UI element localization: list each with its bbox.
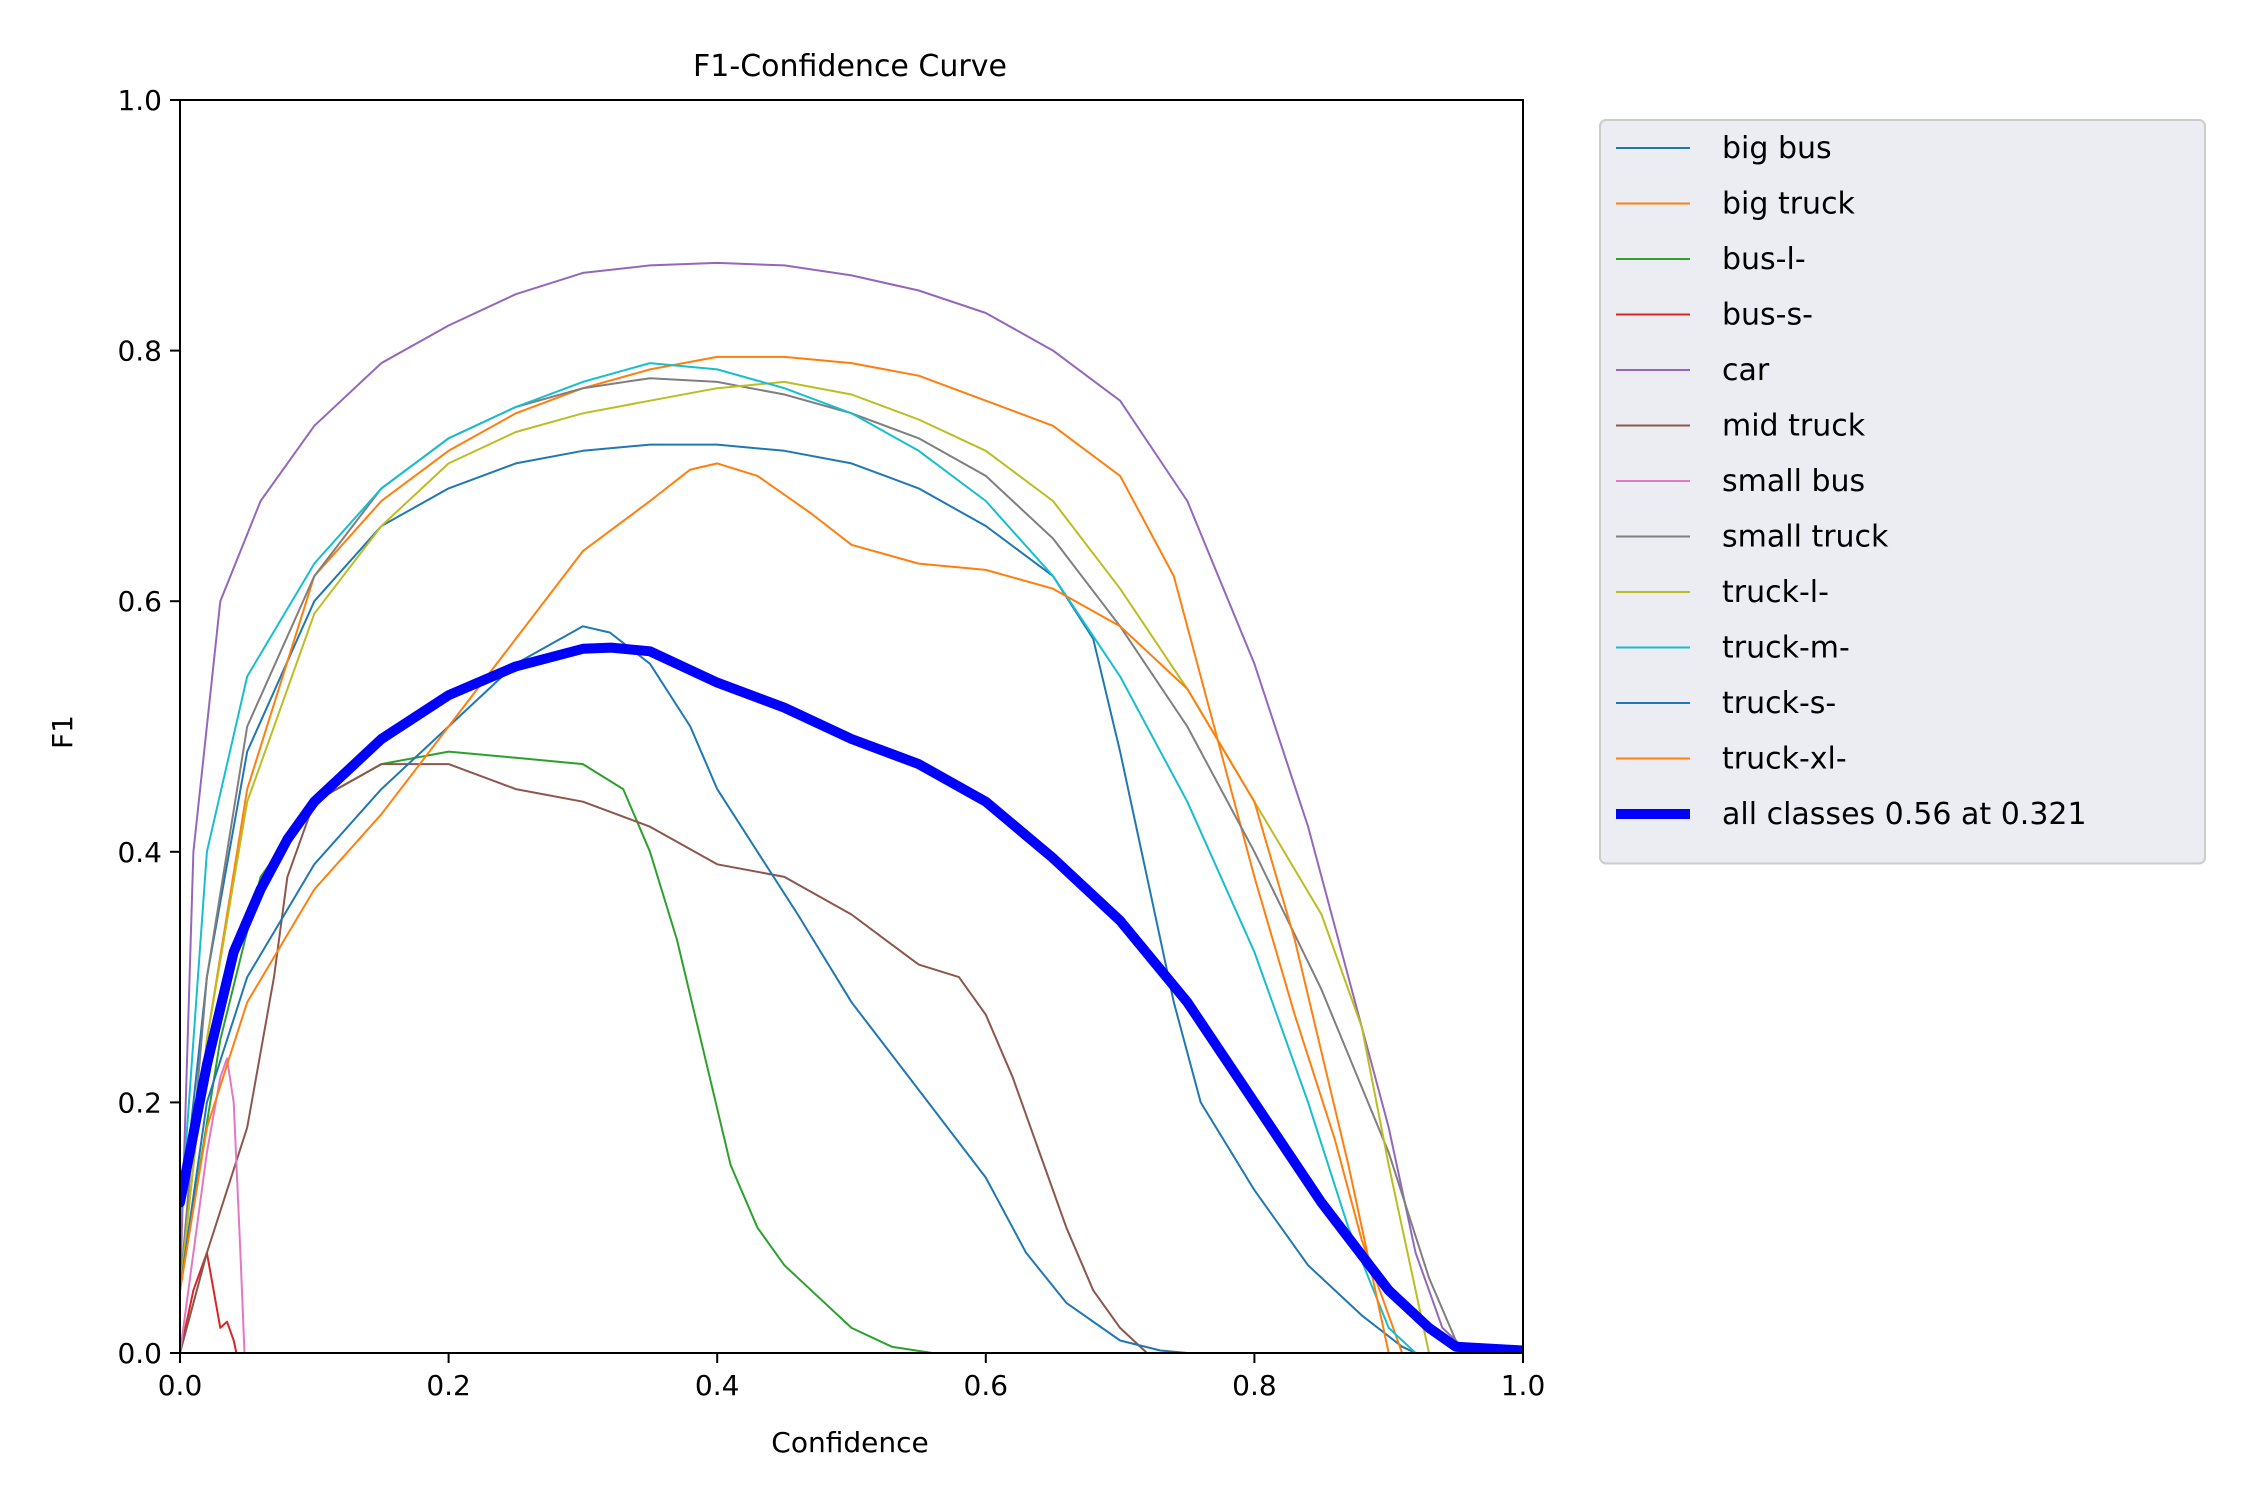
series-line-3 — [180, 1251, 238, 1353]
x-tick-label: 0.6 — [964, 1369, 1009, 1402]
y-tick-label: 0.6 — [117, 585, 162, 618]
legend: big bus big truck bus-l-bus-s-car mid truck… — [1599, 119, 2206, 865]
series-line-10 — [180, 625, 1189, 1353]
series-line-1 — [180, 355, 1404, 1353]
series-line-8 — [180, 380, 1430, 1353]
series-line-9 — [180, 362, 1417, 1353]
plot-area: 0.0 0.2 0.4 0.6 0.8 1.0 0.0 0.2 0.4 0.6 0.8 1.0 — [117, 84, 1545, 1402]
y-axis-label: F1 — [46, 715, 79, 749]
series-line-12 — [180, 642, 1523, 1353]
legend-label: small truck — [1722, 520, 1889, 555]
series-line-11 — [180, 462, 1390, 1353]
legend-label: all classes 0.56 at 0.321 — [1722, 797, 2087, 832]
y-tick-label: 0.2 — [117, 1086, 162, 1119]
x-tick-label: 0.8 — [1232, 1369, 1277, 1402]
chart-title: F1-Confidence Curve — [693, 49, 1007, 84]
legend-label: truck-s- — [1722, 686, 1836, 721]
series-group — [180, 261, 1523, 1353]
legend-label: bus-l- — [1722, 242, 1806, 277]
y-tick-label: 0.0 — [117, 1337, 162, 1370]
legend-label: mid truck — [1722, 409, 1866, 444]
legend-label: big truck — [1722, 187, 1856, 222]
series-line-4 — [180, 261, 1471, 1353]
series-line-5 — [180, 763, 1148, 1353]
x-tick-label: 1.0 — [1501, 1369, 1546, 1402]
y-tick-label: 0.4 — [117, 836, 162, 869]
series-line-6 — [180, 1057, 246, 1353]
x-tick-label: 0.0 — [158, 1369, 203, 1402]
legend-label: bus-s- — [1722, 298, 1813, 333]
x-tick-label: 0.2 — [426, 1369, 471, 1402]
legend-label: car — [1722, 353, 1770, 388]
legend-label: big bus — [1722, 131, 1832, 166]
y-tick-label: 1.0 — [117, 84, 162, 117]
x-tick-label: 0.4 — [695, 1369, 740, 1402]
plot-frame — [179, 99, 1524, 1354]
x-axis-label: Confidence — [771, 1426, 928, 1459]
legend-label: truck-xl- — [1722, 742, 1847, 777]
legend-label: truck-m- — [1722, 631, 1850, 666]
legend-label: small bus — [1722, 464, 1865, 499]
legend-label: truck-l- — [1722, 575, 1829, 610]
legend-box — [1599, 119, 2206, 865]
y-tick-label: 0.8 — [117, 335, 162, 368]
